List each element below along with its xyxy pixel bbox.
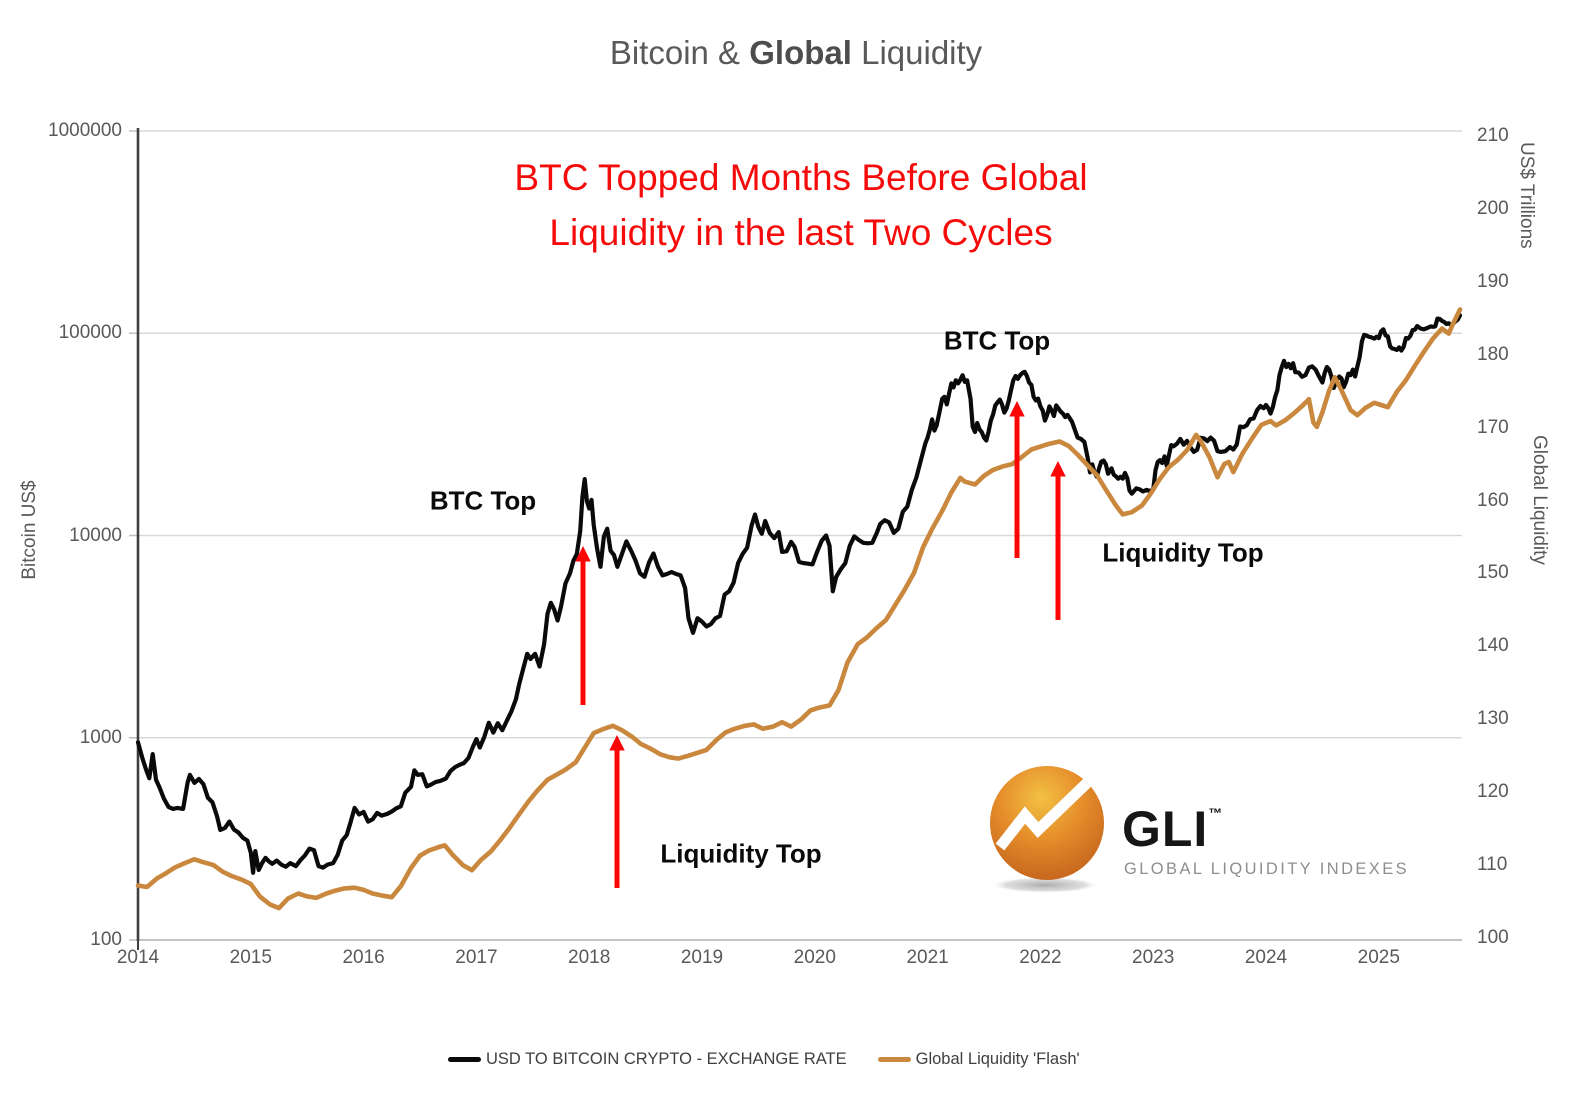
gli-letters: GLI — [1122, 801, 1209, 857]
legend-label-liquidity: Global Liquidity 'Flash' — [915, 1050, 1080, 1068]
right-axis-title-trillions: US$ Trillions — [1516, 142, 1537, 249]
gli-logo-caption: GLOBAL LIQUIDITY INDEXES — [1124, 860, 1410, 878]
left-tick-label-100: 100 — [90, 929, 122, 950]
legend-swatch-btc — [448, 1057, 481, 1062]
chart-title-suffix: Liquidity — [851, 34, 983, 71]
x-tick-label-2017: 2017 — [455, 947, 498, 968]
annotation-liquidity-top-2018: Liquidity Top — [660, 838, 822, 869]
right-tick-label-210: 210 — [1477, 125, 1509, 146]
right-tick-label-120: 120 — [1477, 781, 1509, 803]
annotation-btc-top-2017: BTC Top — [429, 485, 537, 516]
x-tick-label-2021: 2021 — [906, 947, 949, 968]
red-callout-line1: BTC Topped Months Before Global — [514, 157, 1088, 198]
x-tick-label-2024: 2024 — [1244, 947, 1288, 968]
left-tick-label-1000: 1000 — [79, 726, 122, 748]
chart-title: Bitcoin & Global Liquidity — [0, 34, 1592, 72]
x-tick-label-2025: 2025 — [1357, 947, 1400, 968]
left-tick-label-1000000: 1000000 — [48, 120, 122, 141]
right-tick-label-170: 170 — [1477, 416, 1509, 438]
right-tick-label-140: 140 — [1477, 635, 1509, 657]
right-tick-label-180: 180 — [1477, 343, 1509, 365]
chart-title-bold: Global — [749, 34, 852, 71]
right-tick-label-100: 100 — [1477, 927, 1509, 948]
x-tick-label-2014: 2014 — [116, 947, 160, 968]
btc-price-line — [135, 313, 1463, 875]
right-axis-title-liquidity: Global Liquidity — [1529, 435, 1550, 565]
right-tick-label-110: 110 — [1477, 854, 1508, 876]
chart-title-prefix: Bitcoin & — [609, 34, 750, 71]
trademark-symbol: ™ — [1208, 805, 1224, 821]
right-tick-label-150: 150 — [1477, 562, 1509, 584]
legend-item-btc: USD TO BITCOIN CRYPTO - EXCHANGE RATE — [448, 1050, 847, 1069]
x-tick-label-2016: 2016 — [342, 947, 385, 968]
left-tick-label-100000: 100000 — [58, 322, 122, 344]
gli-logo-text: GLI™ — [1122, 800, 1223, 858]
gli-logo-sphere — [990, 766, 1104, 893]
global-liquidity-line — [135, 307, 1463, 911]
right-tick-label-160: 160 — [1477, 489, 1509, 511]
chart-legend: USD TO BITCOIN CRYPTO - EXCHANGE RATE Glo… — [448, 1050, 1080, 1069]
x-tick-label-2022: 2022 — [1019, 947, 1062, 968]
gli-logo: GLI™ GLOBAL LIQUIDITY INDEXES — [975, 740, 1435, 910]
annotation-btc-top-2021: BTC Top — [943, 325, 1051, 356]
x-tick-label-2019: 2019 — [680, 947, 724, 968]
logo-shadow — [991, 877, 1099, 893]
legend-item-liquidity: Global Liquidity 'Flash' — [877, 1050, 1080, 1069]
x-tick-label-2023: 2023 — [1132, 947, 1175, 968]
red-callout-line2: Liquidity in the last Two Cycles — [549, 212, 1053, 253]
right-tick-label-200: 200 — [1477, 197, 1509, 219]
legend-swatch-liquidity — [877, 1057, 911, 1062]
red-callout-text: BTC Topped Months Before Global Liquidit… — [296, 150, 1306, 260]
legend-label-btc: USD TO BITCOIN CRYPTO - EXCHANGE RATE — [486, 1050, 847, 1068]
logo-trend-arrow-icon — [995, 777, 1093, 851]
x-tick-label-2020: 2020 — [793, 947, 836, 968]
right-tick-label-130: 130 — [1477, 708, 1509, 730]
right-tick-label-190: 190 — [1477, 270, 1509, 292]
x-tick-label-2018: 2018 — [568, 947, 611, 968]
left-tick-label-10000: 10000 — [69, 524, 122, 546]
annotation-liquidity-top-2022: Liquidity Top — [1102, 537, 1264, 568]
x-tick-label-2015: 2015 — [229, 947, 272, 968]
